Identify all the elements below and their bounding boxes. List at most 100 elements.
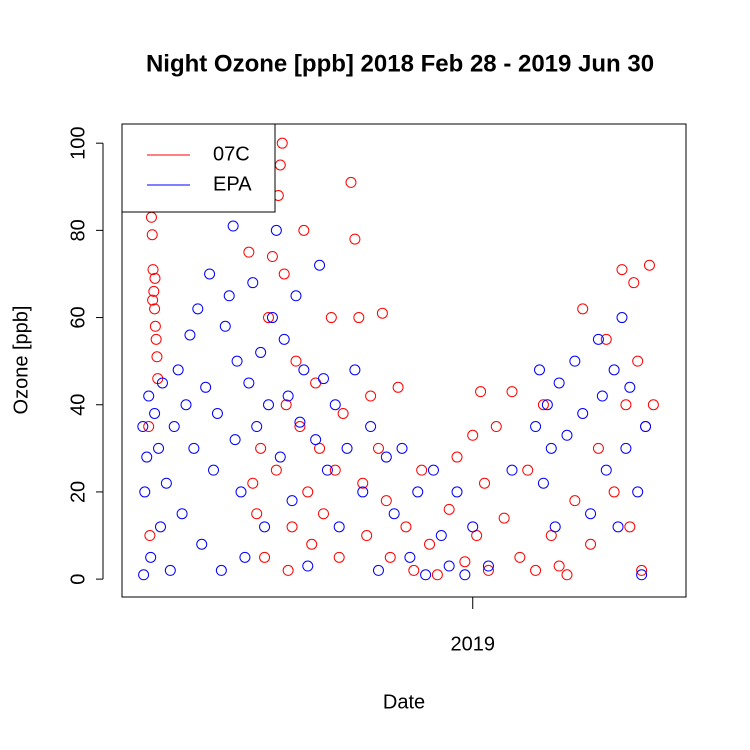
data-point	[149, 320, 161, 332]
data-point	[577, 303, 589, 315]
data-point	[420, 569, 432, 581]
data-point	[215, 564, 227, 576]
data-point	[451, 451, 463, 463]
data-point	[298, 364, 310, 376]
data-point	[632, 355, 644, 367]
data-point	[151, 351, 163, 363]
data-point	[314, 259, 326, 271]
data-point	[443, 560, 455, 572]
data-point	[396, 442, 408, 454]
data-point	[146, 229, 158, 241]
data-point	[628, 277, 640, 289]
data-point	[231, 355, 243, 367]
data-point	[192, 303, 204, 315]
data-point	[325, 312, 337, 324]
data-point	[280, 399, 292, 411]
data-point	[270, 224, 282, 236]
data-point	[270, 464, 282, 476]
data-point	[286, 521, 298, 533]
data-point	[290, 290, 302, 302]
data-point	[404, 551, 416, 563]
data-point	[506, 386, 518, 398]
data-point	[200, 381, 212, 393]
data-point	[290, 355, 302, 367]
data-point	[647, 399, 659, 411]
data-point	[278, 268, 290, 280]
data-point	[522, 464, 534, 476]
data-point	[636, 569, 648, 581]
data-point	[164, 564, 176, 576]
data-point	[400, 521, 412, 533]
data-point	[530, 421, 542, 433]
data-point	[317, 508, 329, 520]
data-point	[620, 442, 632, 454]
data-point	[534, 364, 546, 376]
data-point	[424, 538, 436, 550]
data-point	[298, 224, 310, 236]
data-point	[380, 495, 392, 507]
legend-label: 07C	[213, 143, 250, 165]
data-point	[365, 390, 377, 402]
data-point	[514, 551, 526, 563]
data-point	[349, 364, 361, 376]
data-point	[278, 333, 290, 345]
data-point	[251, 508, 263, 520]
data-point	[541, 399, 553, 411]
data-point	[443, 503, 455, 515]
data-point	[144, 530, 156, 542]
data-point	[310, 434, 322, 446]
data-point	[204, 268, 216, 280]
data-point	[255, 346, 267, 358]
data-point	[176, 508, 188, 520]
data-point	[592, 442, 604, 454]
data-point	[147, 264, 159, 276]
data-point	[357, 477, 369, 489]
data-point	[219, 320, 231, 332]
data-point	[577, 407, 589, 419]
data-point	[467, 521, 479, 533]
data-point	[196, 538, 208, 550]
data-point	[616, 264, 628, 276]
data-point	[211, 407, 223, 419]
data-point	[276, 137, 288, 149]
data-point	[247, 277, 259, 289]
plot-area	[137, 137, 659, 581]
data-point	[266, 251, 278, 263]
data-point	[372, 564, 384, 576]
y-tick-label: 100	[67, 126, 89, 159]
data-point	[475, 386, 487, 398]
data-point	[569, 495, 581, 507]
data-point	[372, 442, 384, 454]
data-point	[616, 312, 628, 324]
data-point	[255, 442, 267, 454]
data-point	[435, 530, 447, 542]
data-point	[569, 355, 581, 367]
data-point	[156, 377, 168, 389]
data-point	[317, 373, 329, 385]
y-tick-label: 20	[67, 481, 89, 503]
data-point	[549, 521, 561, 533]
data-point	[490, 421, 502, 433]
data-point	[361, 530, 373, 542]
data-point	[467, 429, 479, 441]
legend-label: EPA	[213, 173, 252, 195]
data-point	[262, 312, 274, 324]
data-point	[412, 486, 424, 498]
chart-title: Night Ozone [ppb] 2018 Feb 28 - 2019 Jun…	[146, 50, 654, 77]
data-point	[266, 312, 278, 324]
data-point	[149, 272, 161, 284]
data-point	[333, 521, 345, 533]
data-point	[341, 442, 353, 454]
data-point	[388, 508, 400, 520]
data-point	[138, 569, 150, 581]
data-point	[537, 399, 549, 411]
data-point	[243, 377, 255, 389]
data-point	[431, 569, 443, 581]
data-point	[408, 564, 420, 576]
data-point	[333, 551, 345, 563]
plot-frame	[121, 123, 687, 598]
data-point	[282, 564, 294, 576]
data-point	[143, 390, 155, 402]
y-tick-label: 80	[67, 219, 89, 241]
data-point	[506, 464, 518, 476]
